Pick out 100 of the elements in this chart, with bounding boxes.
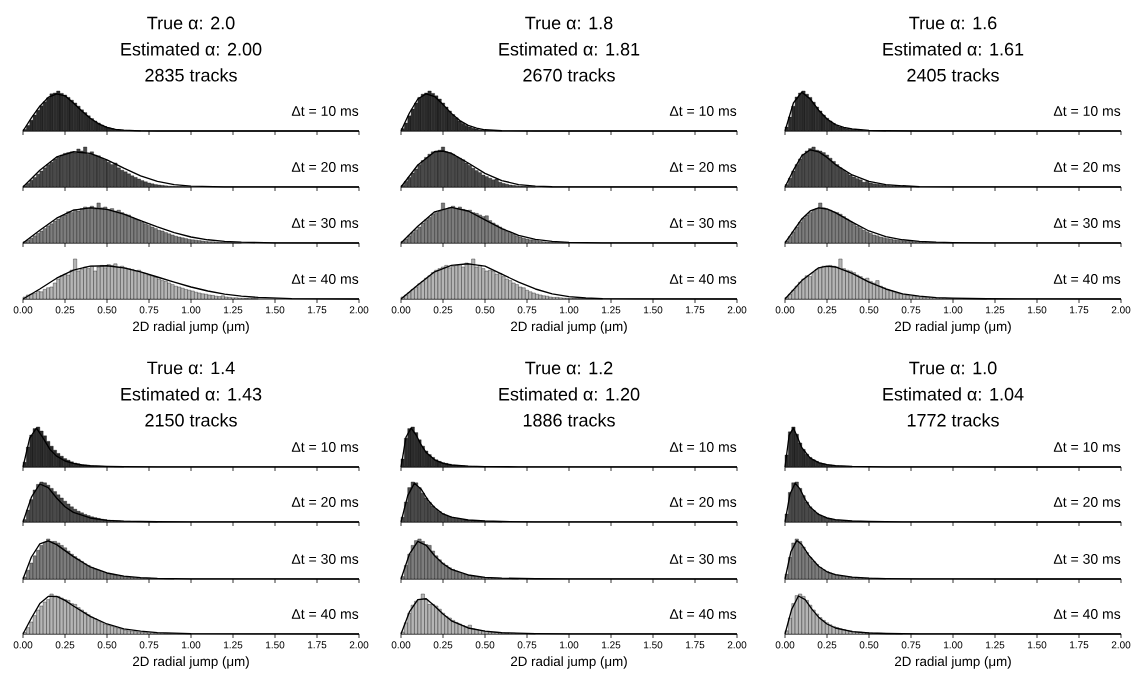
x-tick-label: 0.25	[433, 306, 453, 314]
chart-subtitle: Estimated α: 1.04	[883, 387, 1024, 401]
x-tick-label: 1.75	[1070, 641, 1089, 649]
x-tick-label: 0.50	[97, 306, 117, 314]
x-tick-label: 0.75	[517, 641, 537, 649]
chart-title: True α: 1.0	[909, 361, 997, 375]
annotation: Δt = 10 ms	[1053, 106, 1121, 116]
x-tick-label: 0.50	[97, 641, 117, 649]
annotation: Δt = 20 ms	[669, 162, 737, 172]
x-tick-label: 0.00	[391, 641, 411, 649]
x-tick-label: 1.25	[986, 306, 1005, 314]
x-tick-label: 1.50	[644, 641, 663, 649]
x-tick-label: 0.75	[139, 641, 159, 649]
annotation: Δt = 30 ms	[1053, 218, 1121, 228]
text: 2150 tracks	[145, 413, 237, 427]
x-tick-label: 1.50	[266, 641, 285, 649]
chart-title: True α: 1.2	[525, 361, 613, 375]
chart-subtitle: Estimated α: 2.00	[121, 42, 262, 56]
text: 2835 tracks	[145, 68, 237, 82]
x-tick-label: 0.25	[817, 306, 837, 314]
x-tick-label: 0.25	[433, 641, 453, 649]
x-tick-label: 1.00	[182, 641, 201, 649]
x-tick-label: 0.50	[475, 306, 495, 314]
x-tick-label: 0.25	[55, 641, 75, 649]
x-tick-label: 0.75	[901, 306, 921, 314]
x-tick-label: 2.00	[349, 306, 369, 314]
x-tick-label: 0.00	[13, 306, 33, 314]
x-axis-title: 2D radial jump (μm)	[133, 321, 249, 334]
x-tick-label: 0.50	[475, 641, 495, 649]
x-tick-label: 1.75	[308, 306, 327, 314]
x-tick-label: 0.25	[55, 306, 75, 314]
annotation: Δt = 20 ms	[1053, 497, 1121, 507]
x-tick-label: 1.25	[224, 641, 243, 649]
annotation: Δt = 10 ms	[669, 106, 737, 116]
x-tick-label: 2.00	[727, 641, 747, 649]
x-tick-label: 0.00	[391, 306, 411, 314]
annotation: Δt = 30 ms	[1053, 554, 1121, 564]
x-tick-label: 0.50	[859, 641, 879, 649]
annotation: Δt = 30 ms	[291, 218, 359, 228]
chart-subtitle: Estimated α: 1.81	[499, 42, 640, 56]
x-tick-label: 1.00	[560, 306, 579, 314]
x-tick-label: 1.75	[686, 641, 705, 649]
text: 1886 tracks	[523, 413, 615, 427]
x-axis-title: 2D radial jump (μm)	[895, 656, 1011, 669]
text: 2405 tracks	[907, 68, 999, 82]
x-tick-label: 1.50	[1028, 306, 1047, 314]
annotation: Δt = 20 ms	[291, 497, 359, 507]
annotation: Δt = 30 ms	[291, 554, 359, 564]
x-tick-label: 1.75	[686, 306, 705, 314]
x-tick-label: 0.00	[775, 641, 795, 649]
chart-title: True α: 1.8	[525, 16, 613, 30]
x-tick-label: 0.75	[517, 306, 537, 314]
chart-title: True α: 2.0	[147, 16, 235, 30]
text: 1772 tracks	[907, 413, 999, 427]
x-tick-label: 1.25	[602, 306, 621, 314]
annotation: Δt = 10 ms	[291, 442, 359, 452]
annotation: Δt = 40 ms	[291, 609, 359, 619]
x-tick-label: 0.00	[13, 641, 33, 649]
x-tick-label: 1.25	[224, 306, 243, 314]
x-axis-title: 2D radial jump (μm)	[895, 321, 1011, 334]
x-tick-label: 1.00	[182, 306, 201, 314]
annotation: Δt = 30 ms	[669, 218, 737, 228]
annotation: Δt = 10 ms	[291, 106, 359, 116]
annotation: Δt = 40 ms	[1053, 274, 1121, 284]
x-tick-label: 1.75	[308, 641, 327, 649]
x-tick-label: 1.50	[1028, 641, 1047, 649]
x-tick-label: 1.00	[944, 306, 963, 314]
x-tick-label: 2.00	[1111, 306, 1131, 314]
text: 2670 tracks	[523, 68, 615, 82]
x-tick-label: 2.00	[349, 641, 369, 649]
x-tick-label: 0.50	[859, 306, 879, 314]
annotation: Δt = 30 ms	[669, 554, 737, 564]
x-tick-label: 0.75	[139, 306, 159, 314]
chart-subtitle: Estimated α: 1.61	[883, 42, 1024, 56]
annotation: Δt = 20 ms	[1053, 162, 1121, 172]
annotation: Δt = 20 ms	[291, 162, 359, 172]
chart-title: True α: 1.6	[909, 16, 997, 30]
x-tick-label: 1.50	[266, 306, 285, 314]
x-tick-label: 1.00	[944, 641, 963, 649]
x-tick-label: 0.00	[775, 306, 795, 314]
x-axis-title: 2D radial jump (μm)	[511, 321, 627, 334]
x-tick-label: 2.00	[727, 306, 747, 314]
x-axis-title: 2D radial jump (μm)	[133, 656, 249, 669]
chart-title: True α: 1.4	[147, 361, 235, 375]
annotation: Δt = 40 ms	[291, 274, 359, 284]
annotation: Δt = 40 ms	[669, 609, 737, 619]
x-tick-label: 0.25	[817, 641, 837, 649]
annotation: Δt = 40 ms	[669, 274, 737, 284]
chart-subtitle: Estimated α: 1.43	[121, 387, 262, 401]
x-tick-label: 2.00	[1111, 641, 1131, 649]
x-tick-label: 1.00	[560, 641, 579, 649]
annotation: Δt = 40 ms	[1053, 609, 1121, 619]
x-tick-label: 1.50	[644, 306, 663, 314]
x-tick-label: 1.25	[986, 641, 1005, 649]
annotation: Δt = 20 ms	[669, 497, 737, 507]
annotation: Δt = 10 ms	[1053, 442, 1121, 452]
x-tick-label: 1.75	[1070, 306, 1089, 314]
x-tick-label: 0.75	[901, 641, 921, 649]
annotation: Δt = 10 ms	[669, 442, 737, 452]
x-axis-title: 2D radial jump (μm)	[511, 656, 627, 669]
